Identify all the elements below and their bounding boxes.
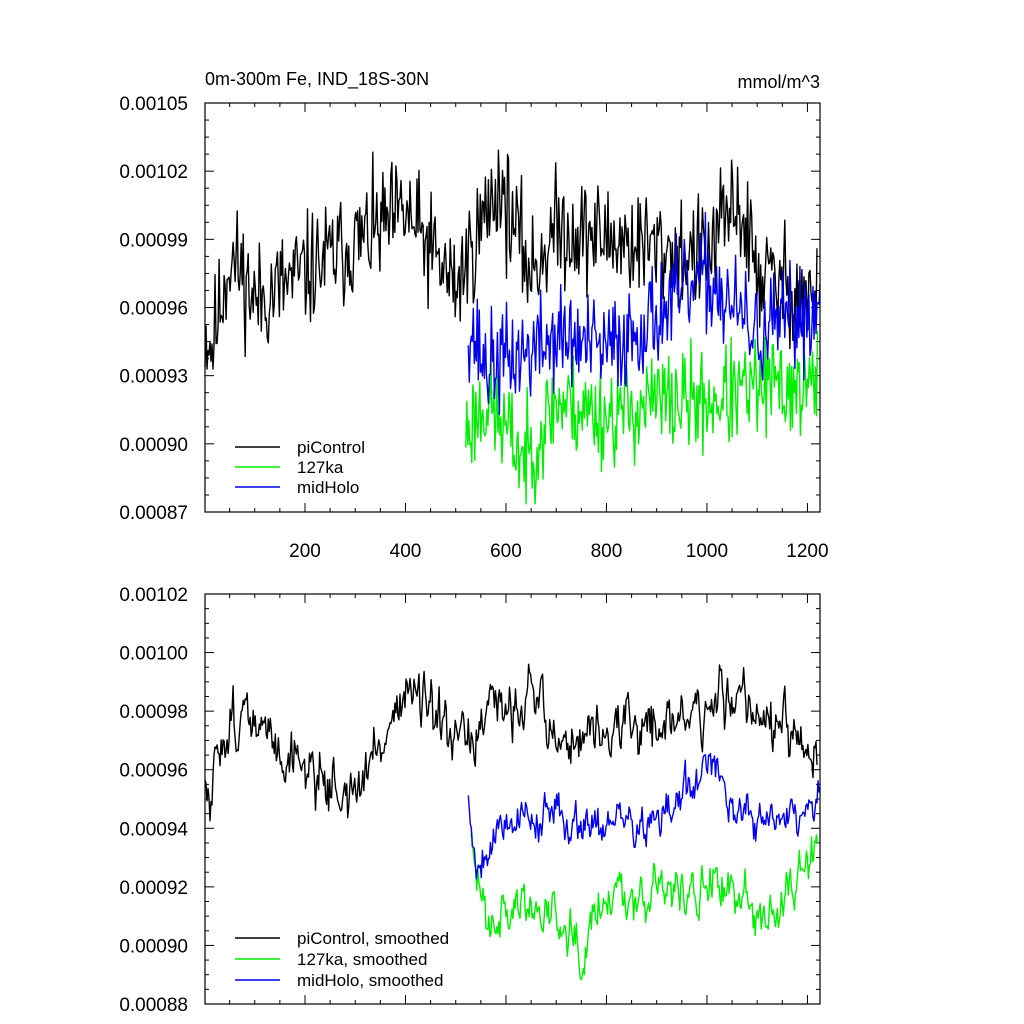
series-layer: [204, 149, 821, 505]
series-line-picontrol-smoothed: [204, 663, 818, 822]
x-tick-label: 400: [390, 541, 422, 562]
y-tick-label: 0.00102: [119, 585, 188, 606]
series-line-127ka-smoothed: [470, 832, 819, 981]
series-line-127ka: [465, 330, 819, 505]
x-tick-label: 200: [289, 541, 321, 562]
x-tick-label: 1200: [786, 541, 828, 562]
tick-layer: 0.00088 0.00090 0.00092 0.00094 0.00096 0.000…: [119, 585, 820, 1016]
units-label: mmol/m^3: [738, 72, 820, 92]
legend-label: 127ka: [297, 458, 344, 477]
y-tick-label: 0.00102: [119, 162, 188, 183]
legend-label: 127ka, smoothed: [297, 950, 427, 969]
x-tick-label: 1000: [686, 541, 728, 562]
series-layer: [204, 663, 821, 981]
legend: piControl, smoothed 127ka, smoothed midHol…: [235, 929, 449, 990]
panel-title: 0m-300m Fe, IND_18S-30N: [205, 69, 429, 90]
y-tick-label: 0.00105: [119, 94, 188, 115]
y-tick-label: 0.00096: [119, 761, 188, 782]
series-line-picontrol: [204, 149, 818, 370]
y-tick-label: 0.00090: [119, 435, 188, 456]
plot-frame: [204, 102, 821, 513]
y-tick-label: 0.00096: [119, 299, 188, 320]
y-tick-label: 0.00098: [119, 702, 188, 723]
series-line-midholo: [467, 211, 821, 416]
legend-label: piControl, smoothed: [297, 929, 449, 948]
y-tick-label: 0.00093: [119, 367, 188, 388]
series-line-midholo-smoothed: [467, 752, 821, 880]
plot-frame: [204, 593, 821, 1005]
x-tick-label: 800: [591, 541, 623, 562]
x-tick-label: 600: [490, 541, 522, 562]
panel-top-fe-timeseries: 0m-300m Fe, IND_18S-30N mmol/m^3 0.00087…: [119, 69, 828, 562]
y-tick-label: 0.00099: [119, 230, 188, 251]
y-tick-label: 0.00100: [119, 644, 188, 665]
legend-label: midHolo, smoothed: [297, 971, 443, 990]
y-tick-label: 0.00094: [119, 819, 188, 840]
y-tick-label: 0.00092: [119, 878, 188, 899]
legend-label: piControl: [297, 438, 365, 457]
y-tick-label: 0.00087: [119, 503, 188, 524]
y-tick-label: 0.00088: [119, 995, 188, 1016]
legend-label: midHolo: [297, 478, 359, 497]
y-tick-label: 0.00090: [119, 936, 188, 957]
tick-layer: 0.00087 0.00090 0.00093 0.00096 0.00099 0.001…: [119, 94, 828, 562]
panel-bottom-smoothed-timeseries: 0.00088 0.00090 0.00092 0.00094 0.00096 0.000…: [119, 585, 821, 1016]
